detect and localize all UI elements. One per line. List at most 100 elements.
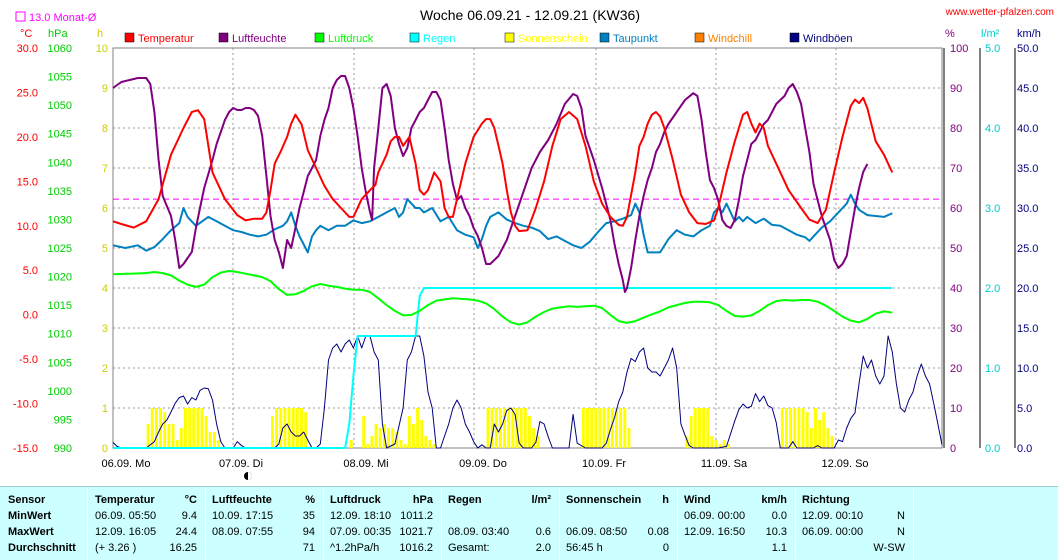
tick-label-sun: 4 (102, 283, 108, 295)
sunshine-bar (179, 428, 183, 448)
tick-label-pressure: 1050 (48, 100, 72, 112)
sunshine-bar (697, 408, 701, 448)
tick-label-temp: 0.0 (23, 310, 38, 322)
tick-label-pressure: 1015 (48, 300, 72, 312)
tick-label-temp: 30.0 (17, 43, 38, 55)
x-label: 07.09. Di (219, 458, 263, 470)
stats-wind-max: 10.3 (765, 526, 787, 538)
sunshine-bar (610, 408, 614, 448)
sunshine-bar (528, 416, 531, 448)
sunshine-bar (602, 408, 606, 448)
tick-label-humidity: 20 (950, 363, 962, 375)
sunshine-bar (710, 436, 714, 448)
stats-header-sun: Sonnenschein (566, 494, 642, 506)
stats-sun-total: 56:45 h (566, 542, 603, 554)
legend-label: Luftdruck (328, 33, 374, 45)
stats-hum-max-time: 08.09. 07:55 (212, 526, 274, 538)
sunshine-bar (814, 408, 817, 448)
sunshine-bar (793, 408, 797, 448)
legend-swatch (218, 32, 229, 43)
website-link[interactable]: www.wetter-pfalzen.com (945, 7, 1054, 18)
stats-hum-min: 35 (302, 510, 315, 522)
stats-wind-min-time: 06.09. 00:00 (684, 510, 746, 522)
sunshine-bar (809, 428, 813, 448)
tick-label-sun: 5 (102, 243, 108, 255)
tick-label-rain: 0.0 (985, 443, 1000, 455)
stats-table: Sensor MinWert MaxWert Durchschnitt Temp… (0, 486, 1058, 560)
x-label: 09.09. Do (459, 458, 507, 470)
x-axis-labels: 06.09. Mo 07.09. Di 08.09. Mi 09.09. Do 10.0… (102, 458, 869, 480)
tick-label-wind: 20.0 (1017, 283, 1038, 295)
legend-swatch (124, 32, 135, 43)
legend-label: Regen (423, 33, 455, 45)
sunshine-bar (490, 408, 494, 448)
sunshine-bar (693, 408, 697, 448)
sunshine-bar (619, 408, 623, 448)
series-line-luftfeuchte (112, 75, 869, 293)
sunshine-bar (714, 440, 718, 448)
month-avg-icon (15, 11, 26, 22)
sunshine-bar (275, 408, 279, 448)
sunshine-bar (411, 424, 415, 448)
stats-unit-press: hPa (412, 494, 433, 506)
sunshine-bar (590, 408, 594, 448)
sunshine-bar (685, 436, 689, 448)
tick-label-wind: 40.0 (1017, 123, 1038, 135)
sunshine-bar (175, 440, 179, 448)
sunshine-bar (780, 408, 784, 448)
unit-wind: km/h (1017, 28, 1041, 40)
sunshine-bar (188, 408, 192, 448)
sunshine-bar (200, 408, 204, 448)
tick-label-humidity: 40 (950, 283, 962, 295)
sunshine-bar (217, 440, 221, 448)
tick-label-temp: 20.0 (17, 132, 38, 144)
sunshine-bar (801, 408, 805, 448)
stats-col-luftdruck: Luftdruck hPa 12.09. 18:10 1011.2 07.09.… (324, 487, 442, 560)
tick-label-wind: 50.0 (1017, 43, 1038, 55)
sunshine-bar (503, 408, 507, 448)
axes: 30.025.020.015.010.05.00.0-5.0-10.0-15.0… (13, 43, 1039, 455)
stats-rain-total: 2.0 (535, 542, 551, 554)
tick-label-wind: 25.0 (1017, 243, 1038, 255)
stats-temp-max: 24.4 (175, 526, 197, 538)
unit-pressure: hPa (48, 28, 68, 40)
plot-frame (112, 47, 943, 449)
tick-label-wind: 10.0 (1017, 363, 1038, 375)
stats-hum-min-time: 10.09. 17:15 (212, 510, 274, 522)
stats-col-richtung: Richtung 12.09. 00:10 N 06.09. 00:00 N W… (796, 487, 914, 560)
tick-label-sun: 7 (102, 163, 108, 175)
sunshine-bar (163, 412, 167, 448)
tick-label-rain: 2.0 (985, 283, 1000, 295)
sunshine-bar (615, 408, 618, 448)
tick-label-temp: -5.0 (19, 354, 38, 366)
sunshine-bar (826, 428, 830, 448)
sunshine-bar (300, 408, 303, 448)
sunshine-bar (507, 408, 511, 448)
sunshine-bar (349, 440, 353, 448)
sunshine-bar (805, 412, 809, 448)
stats-temp-min-time: 06.09. 05:50 (95, 510, 157, 522)
tick-label-humidity: 10 (950, 403, 962, 415)
stats-temp-max-time: 12.09. 16:05 (95, 526, 157, 538)
tick-label-pressure: 1025 (48, 243, 72, 255)
tick-label-pressure: 1030 (48, 214, 72, 226)
sunshine-bar (271, 416, 274, 448)
stats-header-hum: Luftfeuchte (212, 494, 272, 506)
stats-wind-max-time: 12.09. 16:50 (684, 526, 746, 538)
stats-header-rain: Regen (448, 494, 482, 506)
stats-temp-avg-note: (+ 3.26 ) (95, 542, 137, 554)
legend-swatch (409, 32, 420, 43)
stats-row-avg: Durchschnitt (8, 542, 76, 554)
stats-unit-rain: l/m² (531, 494, 551, 506)
stats-dir-min-time: 12.09. 00:10 (802, 510, 864, 522)
tick-label-sun: 3 (102, 323, 108, 335)
tick-label-pressure: 1035 (48, 186, 72, 198)
stats-row-min: MinWert (8, 510, 52, 522)
sunshine-bar (606, 408, 610, 448)
sunshine-bar (387, 428, 391, 448)
moon-phase-icon-light (248, 472, 252, 480)
sunshine-bar (706, 408, 710, 448)
stats-press-min-time: 12.09. 18:10 (330, 510, 392, 522)
tick-label-temp: 10.0 (17, 221, 38, 233)
tick-label-sun: 0 (102, 443, 108, 455)
